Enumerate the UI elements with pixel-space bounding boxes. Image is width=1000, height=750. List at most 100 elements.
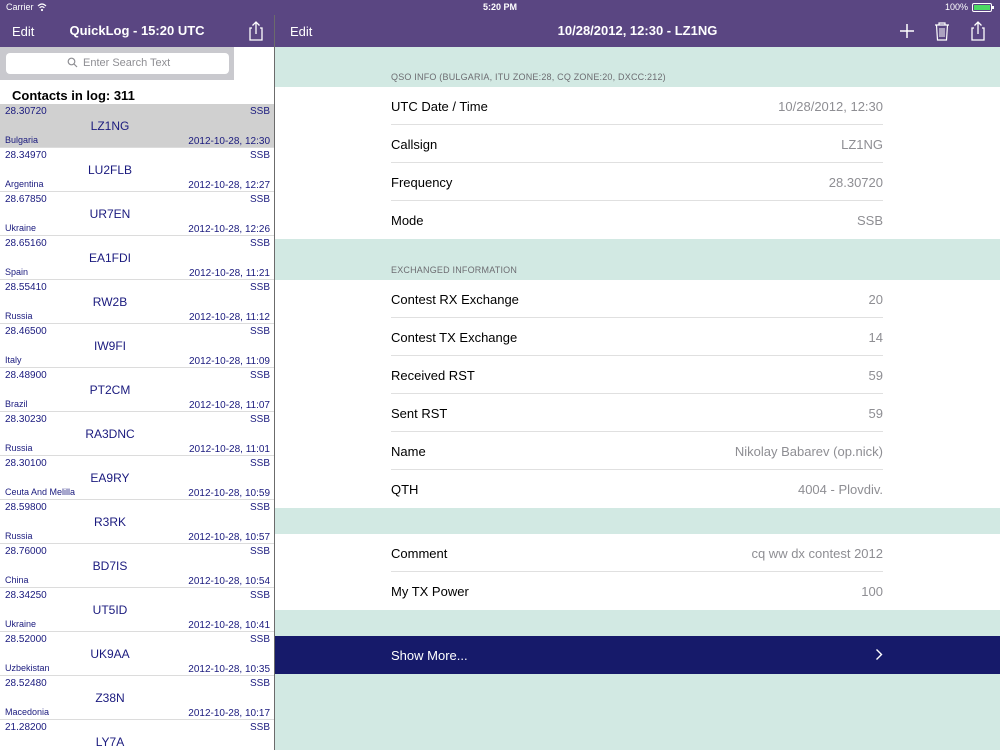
detail-row-comment[interactable]: Comment cq ww dx contest 2012 bbox=[391, 534, 883, 572]
detail-label: Sent RST bbox=[391, 406, 448, 421]
share-icon[interactable] bbox=[967, 20, 989, 42]
detail-row-frequency[interactable]: Frequency 28.30720 bbox=[391, 163, 883, 201]
contact-frequency: 28.67850 bbox=[5, 194, 47, 205]
contact-row[interactable]: 28.59800 SSB R3RK Russia 2012-10-28, 10:57 bbox=[0, 500, 274, 544]
contact-mode: SSB bbox=[249, 458, 270, 469]
detail-label: Frequency bbox=[391, 175, 453, 190]
contact-datetime: 2012-10-28, 10:35 bbox=[188, 664, 270, 675]
detail-row-received-rst[interactable]: Received RST 59 bbox=[391, 356, 883, 394]
right-edit-button[interactable]: Edit bbox=[290, 24, 313, 39]
search-icon bbox=[67, 57, 78, 68]
contact-datetime: 2012-10-28, 11:07 bbox=[189, 400, 270, 411]
detail-row-sent-rst[interactable]: Sent RST 59 bbox=[391, 394, 883, 432]
contact-frequency: 28.30230 bbox=[5, 414, 47, 425]
contact-datetime: 2012-10-28, 12:26 bbox=[188, 224, 270, 235]
contact-country: Brazil bbox=[5, 399, 28, 409]
trash-icon[interactable] bbox=[931, 20, 953, 42]
contact-mode: SSB bbox=[249, 194, 270, 205]
split-divider bbox=[274, 15, 275, 750]
contact-callsign: UR7EN bbox=[89, 207, 131, 221]
contact-row[interactable]: 28.65160 SSB EA1FDI Spain 2012-10-28, 11:21 bbox=[0, 236, 274, 280]
contact-row[interactable]: 28.30100 SSB EA9RY Ceuta And Melilla 2012-10… bbox=[0, 456, 274, 500]
add-icon[interactable] bbox=[896, 20, 918, 42]
search-input[interactable]: Enter Search Text bbox=[6, 53, 229, 74]
show-more-button[interactable]: Show More... bbox=[275, 636, 1000, 674]
contact-frequency: 28.76000 bbox=[5, 546, 47, 557]
exchanged-info-group: Contest RX Exchange 20 Contest TX Exchange… bbox=[275, 280, 1000, 508]
detail-row-callsign[interactable]: Callsign LZ1NG bbox=[391, 125, 883, 163]
contact-frequency: 28.46500 bbox=[5, 326, 47, 337]
contact-country: Ukraine bbox=[5, 619, 37, 629]
qso-info-header: QSO INFO (BULGARIA, ITU ZONE:28, CQ ZONE… bbox=[391, 72, 666, 82]
contact-mode: SSB bbox=[249, 238, 270, 249]
contact-datetime: 2012-10-28, 11:09 bbox=[189, 356, 270, 367]
detail-value: 100 bbox=[861, 584, 883, 599]
contact-mode: SSB bbox=[249, 678, 270, 689]
detail-value: 10/28/2012, 12:30 bbox=[778, 99, 883, 114]
contact-callsign: RA3DNC bbox=[85, 427, 135, 441]
contact-frequency: 21.28200 bbox=[5, 722, 47, 733]
detail-row-qth[interactable]: QTH 4004 - Plovdiv. bbox=[391, 470, 883, 508]
contact-row[interactable]: 28.67850 SSB UR7EN Ukraine 2012-10-28, 12:26 bbox=[0, 192, 274, 236]
detail-label: Received RST bbox=[391, 368, 475, 383]
contact-row[interactable]: 28.30720 SSB LZ1NG Bulgaria 2012-10-28, 12:3… bbox=[0, 104, 274, 148]
search-bar: Enter Search Text bbox=[0, 47, 234, 80]
contact-mode: SSB bbox=[249, 326, 270, 337]
contact-datetime: 2012-10-28, 10:17 bbox=[188, 708, 270, 719]
contact-country: Ceuta And Melilla bbox=[5, 487, 76, 497]
contacts-panel: Enter Search Text Contacts in log: 311 2… bbox=[0, 47, 274, 750]
contact-callsign: R3RK bbox=[93, 515, 126, 529]
detail-row-mode[interactable]: Mode SSB bbox=[391, 201, 883, 239]
detail-label: Callsign bbox=[391, 137, 438, 152]
contact-row[interactable]: 21.28200 SSB LY7A bbox=[0, 720, 274, 750]
contact-row[interactable]: 28.52480 SSB Z38N Macedonia 2012-10-28, 10:1… bbox=[0, 676, 274, 720]
contact-mode: SSB bbox=[249, 370, 270, 381]
detail-row-utc-date-time[interactable]: UTC Date / Time 10/28/2012, 12:30 bbox=[391, 87, 883, 125]
contact-country: Italy bbox=[5, 355, 22, 365]
contact-datetime: 2012-10-28, 12:27 bbox=[188, 180, 270, 191]
contact-callsign: IW9FI bbox=[94, 339, 126, 353]
contact-country: Uzbekistan bbox=[5, 663, 50, 673]
status-bar: Carrier 5:20 PM 100% bbox=[0, 0, 1000, 15]
right-nav-bar: Edit 10/28/2012, 12:30 - LZ1NG bbox=[275, 15, 1000, 47]
contact-row[interactable]: 28.34250 SSB UT5ID Ukraine 2012-10-28, 10:41 bbox=[0, 588, 274, 632]
contact-datetime: 2012-10-28, 10:54 bbox=[188, 576, 270, 587]
share-icon[interactable] bbox=[245, 20, 267, 42]
detail-value: 28.30720 bbox=[828, 175, 883, 190]
contact-callsign: EA1FDI bbox=[88, 251, 131, 265]
detail-value: 4004 - Plovdiv. bbox=[797, 482, 883, 497]
contact-row[interactable]: 28.52000 SSB UK9AA Uzbekistan 2012-10-28, 10… bbox=[0, 632, 274, 676]
detail-row-contest-rx-exchange[interactable]: Contest RX Exchange 20 bbox=[391, 280, 883, 318]
contact-datetime: 2012-10-28, 11:21 bbox=[189, 268, 270, 279]
contact-datetime: 2012-10-28, 11:01 bbox=[189, 444, 270, 455]
contact-callsign: EA9RY bbox=[90, 471, 130, 485]
battery-percent: 100% bbox=[944, 2, 968, 12]
detail-row-name[interactable]: Name Nikolay Babarev (op.nick) bbox=[391, 432, 883, 470]
detail-value: SSB bbox=[856, 213, 883, 228]
left-edit-button[interactable]: Edit bbox=[12, 24, 35, 39]
misc-info-group: Comment cq ww dx contest 2012 My TX Power 1… bbox=[275, 534, 1000, 610]
detail-label: Mode bbox=[391, 213, 424, 228]
detail-row-contest-tx-exchange[interactable]: Contest TX Exchange 14 bbox=[391, 318, 883, 356]
contact-row[interactable]: 28.55410 SSB RW2B Russia 2012-10-28, 11:12 bbox=[0, 280, 274, 324]
detail-label: UTC Date / Time bbox=[391, 99, 488, 114]
contact-datetime: 2012-10-28, 10:59 bbox=[188, 488, 270, 499]
chevron-right-icon bbox=[876, 649, 883, 660]
contact-frequency: 28.34970 bbox=[5, 150, 47, 161]
contact-frequency: 28.30720 bbox=[5, 106, 47, 117]
detail-row-my-tx-power[interactable]: My TX Power 100 bbox=[391, 572, 883, 610]
contact-mode: SSB bbox=[249, 414, 270, 425]
detail-value: 14 bbox=[868, 330, 883, 345]
contact-frequency: 28.55410 bbox=[5, 282, 47, 293]
contact-row[interactable]: 28.76000 SSB BD7IS China 2012-10-28, 10:54 bbox=[0, 544, 274, 588]
contact-row[interactable]: 28.34970 SSB LU2FLB Argentina 2012-10-28, 12… bbox=[0, 148, 274, 192]
contact-row[interactable]: 28.46500 SSB IW9FI Italy 2012-10-28, 11:09 bbox=[0, 324, 274, 368]
contact-row[interactable]: 28.48900 SSB PT2CM Brazil 2012-10-28, 11:07 bbox=[0, 368, 274, 412]
contact-frequency: 28.52000 bbox=[5, 634, 47, 645]
contact-row[interactable]: 28.30230 SSB RA3DNC Russia 2012-10-28, 11:01 bbox=[0, 412, 274, 456]
detail-label: My TX Power bbox=[391, 584, 469, 599]
contact-mode: SSB bbox=[249, 282, 270, 293]
contacts-list[interactable]: 28.30720 SSB LZ1NG Bulgaria 2012-10-28, 12:3… bbox=[0, 104, 274, 750]
contact-mode: SSB bbox=[249, 722, 270, 733]
contact-callsign: PT2CM bbox=[89, 383, 131, 397]
